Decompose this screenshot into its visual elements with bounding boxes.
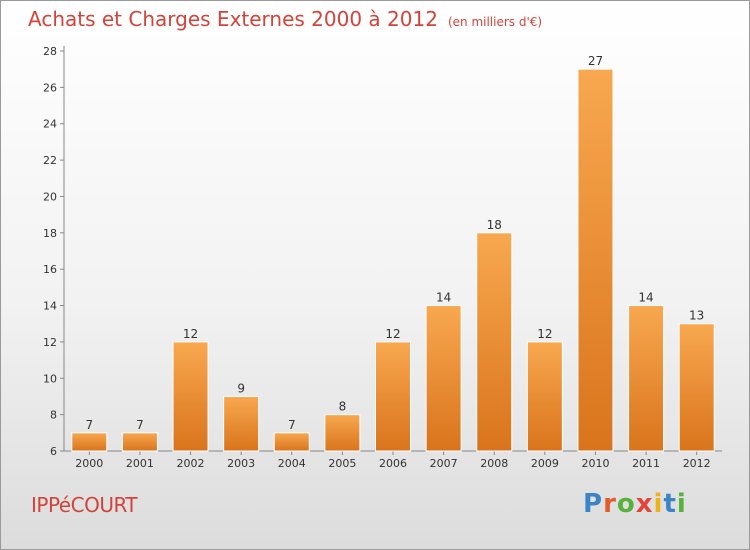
logo-letter: i: [676, 489, 687, 519]
bar: [577, 68, 614, 452]
bar: [476, 232, 513, 452]
bar-value-label: 18: [487, 218, 502, 232]
bar: [425, 305, 462, 452]
bar: [526, 341, 563, 452]
logo-letter: r: [603, 489, 617, 519]
bar-value-label: 14: [436, 291, 451, 305]
x-tick-label: 2010: [581, 457, 609, 470]
bar: [273, 432, 310, 452]
bar-value-label: 9: [237, 381, 245, 395]
bar-value-label: 7: [288, 418, 296, 432]
y-tick-label: 20: [43, 190, 57, 203]
bar-value-label: 12: [385, 327, 400, 341]
bar-value-label: 12: [537, 327, 552, 341]
x-tick-label: 2003: [227, 457, 255, 470]
bars: [71, 68, 715, 452]
logo-letter: t: [663, 489, 677, 519]
title-row: Achats et Charges Externes 2000 à 2012 (e…: [28, 7, 542, 31]
y-tick-label: 8: [50, 409, 57, 422]
chart-subtitle: (en milliers d'€): [447, 15, 543, 29]
logo-letter: P: [583, 489, 604, 519]
x-tick-label: 2005: [328, 457, 356, 470]
x-tick-label: 2008: [480, 457, 508, 470]
x-tick-label: 2002: [177, 457, 205, 470]
bar: [223, 395, 260, 452]
brand-logo: Proxiti: [583, 489, 687, 519]
y-tick-label: 14: [43, 300, 57, 313]
y-tick-label: 26: [43, 81, 57, 94]
y-tick-label: 6: [50, 445, 57, 458]
bar: [172, 341, 209, 452]
y-tick-label: 18: [43, 227, 57, 240]
y-tick-label: 12: [43, 336, 57, 349]
x-tick-label: 2007: [430, 457, 458, 470]
bar-value-label: 14: [638, 291, 653, 305]
bar: [71, 432, 108, 452]
bar: [324, 414, 361, 452]
logo-letter: x: [635, 489, 654, 519]
bar-value-label: 8: [339, 400, 347, 414]
bar: [678, 323, 715, 452]
chart-title: Achats et Charges Externes 2000 à 2012: [28, 7, 438, 31]
y-tick-label: 28: [43, 45, 57, 58]
bar-value-label: 7: [136, 418, 144, 432]
bar-value-label: 12: [183, 327, 198, 341]
x-tick-label: 2009: [531, 457, 559, 470]
logo-letter: o: [616, 489, 636, 519]
bar: [121, 432, 158, 452]
bar-value-label: 27: [588, 54, 603, 68]
bar: [375, 341, 411, 452]
x-tick-label: 2004: [278, 457, 306, 470]
axes: 6 8 10 12 14 16 18 20 22 24 26 28 2000 2001 2002 2003 20…: [43, 45, 722, 470]
logo-letter: i: [653, 489, 664, 519]
y-tick-label: 22: [43, 154, 57, 167]
bar-value-label: 7: [85, 418, 93, 432]
y-tick-label: 24: [43, 118, 57, 131]
x-tick-label: 2011: [632, 457, 660, 470]
bar-value-label: 13: [689, 309, 704, 323]
x-tick-label: 2001: [126, 457, 154, 470]
x-tick-label: 2012: [683, 457, 711, 470]
y-tick-label: 10: [43, 372, 57, 385]
y-tick-label: 16: [43, 263, 57, 276]
labels: 7 7 12 9 7 8 12 14 18 12 27 14 13: [85, 54, 704, 432]
bar: [628, 305, 665, 452]
x-tick-label: 2006: [379, 457, 407, 470]
town-name: IPPéCOURT: [31, 493, 138, 517]
x-tick-label: 2000: [75, 457, 103, 470]
